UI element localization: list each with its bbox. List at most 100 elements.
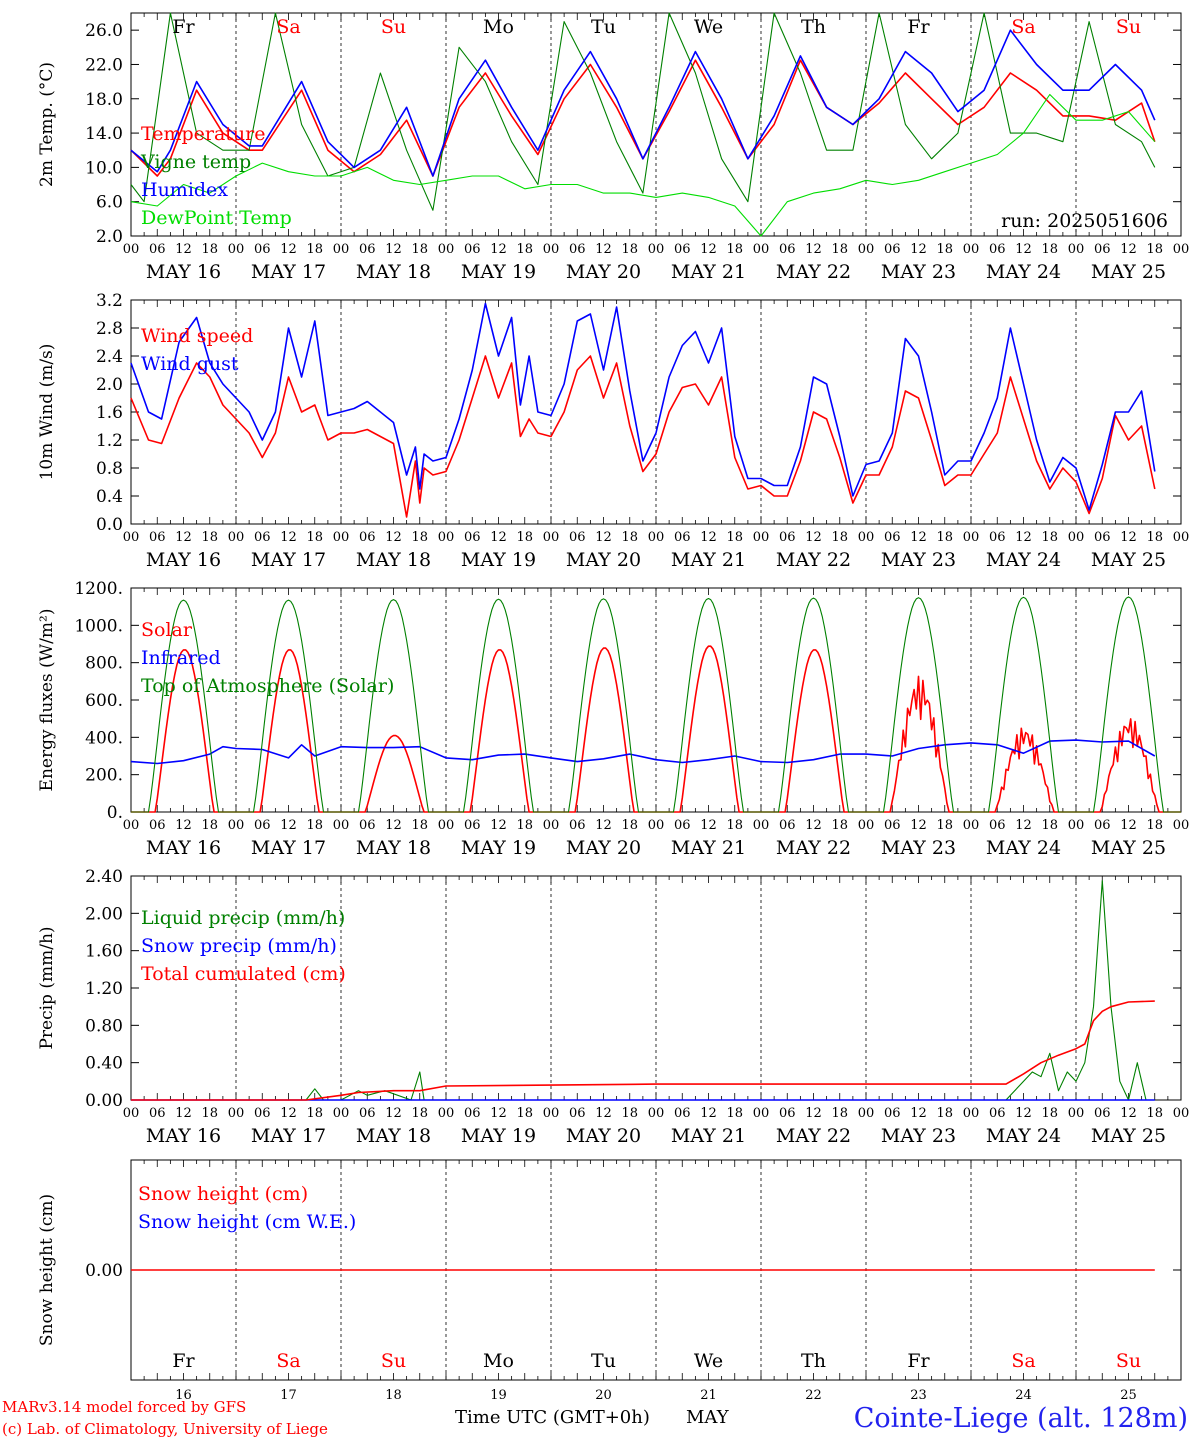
- x-hour-label: 06: [359, 242, 376, 257]
- x-hour-label: 00: [1068, 1106, 1085, 1121]
- x-hour-label: 00: [963, 1106, 980, 1121]
- x-hour-label: 12: [1015, 530, 1032, 545]
- x-hour-label: 12: [490, 242, 507, 257]
- x-hour-label: 18: [621, 818, 638, 833]
- x-hour-label: 18: [831, 530, 848, 545]
- weekday-bottom-label: Sa: [276, 1350, 300, 1372]
- x-hour-label: 06: [884, 242, 901, 257]
- x-hour-label: 00: [858, 530, 875, 545]
- x-hour-label: 06: [254, 242, 271, 257]
- x-hour-label: 12: [910, 242, 927, 257]
- legend-entry: Infrared: [141, 647, 221, 669]
- x-hour-label: 06: [884, 1106, 901, 1121]
- station-name: Cointe-Liege (alt. 128m): [854, 1403, 1188, 1434]
- x-day-label: MAY 20: [566, 837, 641, 859]
- x-hour-label: 18: [411, 818, 428, 833]
- y-tick-label: 14.0: [85, 124, 123, 144]
- x-hour-label: 00: [753, 1106, 770, 1121]
- credit-line-2: (c) Lab. of Climatology, University of L…: [2, 1420, 328, 1438]
- y-tick-label: 800.: [85, 654, 123, 674]
- y-tick-label: 26.0: [85, 21, 123, 41]
- x-axis-month: MAY: [686, 1407, 730, 1428]
- weekday-top-label: Sa: [1011, 16, 1035, 38]
- x-hour-label: 12: [805, 1106, 822, 1121]
- x-hour-label: 12: [1120, 818, 1137, 833]
- x-hour-label: 06: [569, 530, 586, 545]
- weekday-bottom-label: Su: [1116, 1350, 1141, 1372]
- x-hour-label: 06: [674, 530, 691, 545]
- x-day-label: MAY 25: [1091, 549, 1166, 571]
- x-hour-label: 18: [1041, 1106, 1058, 1121]
- day-number-label: 21: [700, 1388, 717, 1403]
- panel-frame: [130, 587, 1182, 813]
- y-tick-label: 0.00: [85, 1261, 123, 1281]
- x-day-label: MAY 22: [776, 1125, 851, 1147]
- x-hour-label: 18: [1041, 818, 1058, 833]
- weekday-bottom-label: We: [694, 1350, 723, 1372]
- legend-entry: Snow precip (mm/h): [141, 935, 337, 957]
- day-number-label: 20: [595, 1388, 612, 1403]
- x-hour-label: 06: [254, 530, 271, 545]
- x-hour-label: 18: [726, 530, 743, 545]
- legend-entry: Vigne temp: [140, 151, 251, 173]
- panel-5: [130, 1159, 1182, 1381]
- y-tick-label: 22.0: [85, 55, 123, 75]
- x-hour-label: 06: [674, 242, 691, 257]
- x-day-label: MAY 25: [1091, 837, 1166, 859]
- x-day-label: MAY 23: [881, 1125, 956, 1147]
- weekday-bottom-label: Fr: [172, 1350, 195, 1372]
- x-hour-label: 00: [228, 818, 245, 833]
- y-tick-label: 0.4: [96, 487, 123, 507]
- x-hour-label: 06: [359, 818, 376, 833]
- x-hour-label: 00: [228, 1106, 245, 1121]
- x-hour-label: 18: [936, 242, 953, 257]
- x-hour-label: 18: [831, 242, 848, 257]
- x-hour-label: 06: [989, 242, 1006, 257]
- panel-frame: [130, 299, 1182, 525]
- legend-entry: Temperature: [141, 123, 265, 145]
- x-hour-label: 18: [516, 530, 533, 545]
- x-hour-label: 12: [175, 1106, 192, 1121]
- x-hour-label: 12: [280, 1106, 297, 1121]
- x-day-label: MAY 16: [146, 549, 221, 571]
- x-hour-label: 00: [963, 818, 980, 833]
- x-hour-label: 12: [280, 242, 297, 257]
- y-axis-label: 10m Wind (m/s): [37, 344, 57, 481]
- x-hour-label: 12: [595, 818, 612, 833]
- x-day-label: MAY 17: [251, 1125, 326, 1147]
- y-tick-label: 6.0: [96, 193, 123, 213]
- x-hour-label: 00: [1068, 242, 1085, 257]
- series-line-green: [130, 12, 1156, 211]
- x-day-label: MAY 21: [671, 549, 746, 571]
- weekday-bottom-label: Tu: [591, 1350, 616, 1372]
- weekday-top-label: Su: [1116, 16, 1141, 38]
- x-hour-label: 06: [779, 818, 796, 833]
- series-line-green: [131, 596, 1181, 813]
- x-hour-label: 12: [1015, 818, 1032, 833]
- x-hour-label: 12: [175, 242, 192, 257]
- x-hour-label: 12: [910, 530, 927, 545]
- x-hour-label: 00: [1173, 818, 1190, 833]
- x-hour-label: 18: [306, 242, 323, 257]
- x-hour-label: 00: [648, 530, 665, 545]
- y-tick-label: 600.: [85, 691, 123, 711]
- x-hour-label: 00: [438, 1106, 455, 1121]
- y-tick-label: 0.40: [85, 1054, 123, 1074]
- x-hour-label: 18: [726, 1106, 743, 1121]
- y-tick-label: 400.: [85, 728, 123, 748]
- x-hour-label: 12: [595, 242, 612, 257]
- weekday-bottom-label: Sa: [1011, 1350, 1035, 1372]
- x-hour-label: 12: [1015, 242, 1032, 257]
- x-hour-label: 06: [149, 530, 166, 545]
- y-tick-label: 200.: [85, 766, 123, 786]
- weekday-bottom-label: Th: [801, 1350, 826, 1372]
- x-axis-title: Time UTC (GMT+0h): [455, 1407, 650, 1428]
- y-tick-label: 0.8: [96, 459, 123, 479]
- weekday-top-label: Mo: [483, 16, 514, 38]
- x-hour-label: 18: [516, 818, 533, 833]
- x-hour-label: 06: [149, 818, 166, 833]
- x-hour-label: 06: [1094, 818, 1111, 833]
- x-hour-label: 18: [306, 818, 323, 833]
- x-hour-label: 06: [464, 242, 481, 257]
- x-hour-label: 00: [648, 818, 665, 833]
